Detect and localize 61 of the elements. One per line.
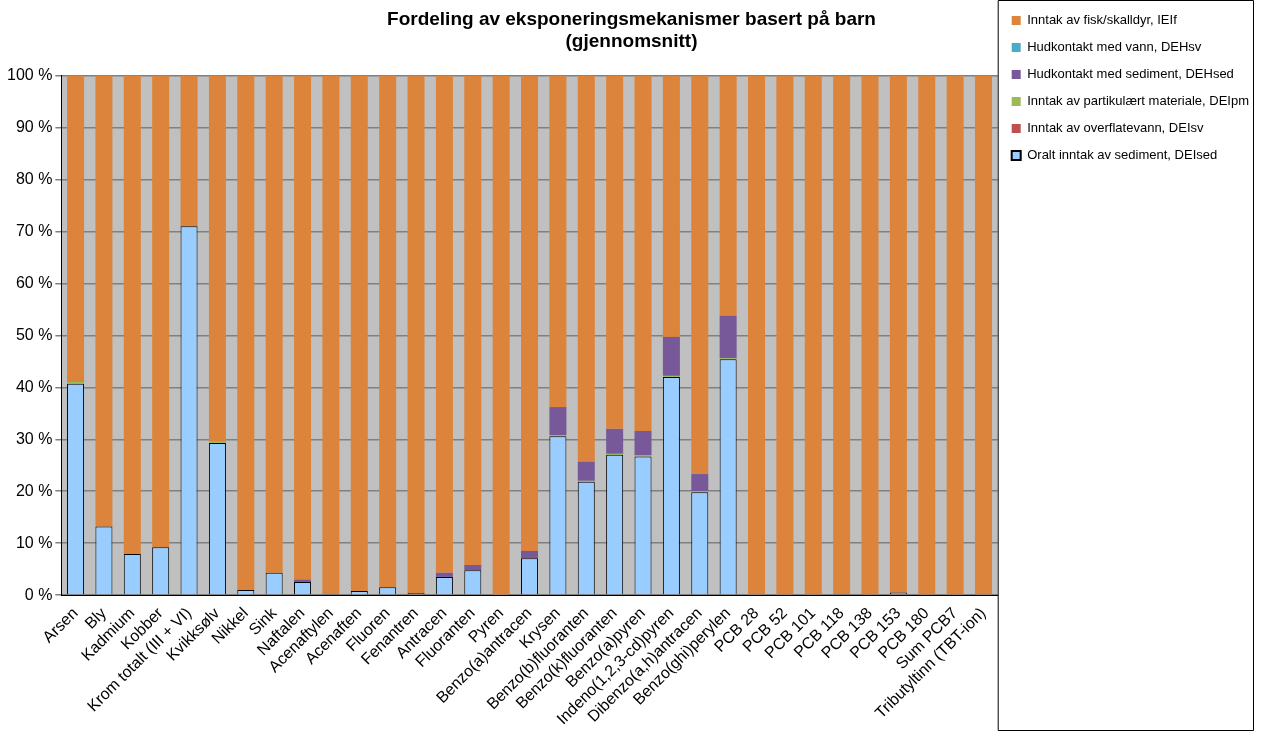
y-tick-label: 10 %	[15, 533, 53, 551]
legend-label: Inntak av overflatevann, DEIsv	[1027, 120, 1205, 136]
legend-label: Oralt inntak av sediment, DEIsed	[1027, 147, 1218, 163]
bar	[662, 336, 680, 376]
bar	[237, 75, 255, 590]
y-tick-label: 60 %	[15, 273, 53, 291]
bar	[719, 75, 737, 316]
bar	[861, 75, 879, 595]
bar	[634, 430, 652, 456]
bar	[294, 75, 312, 580]
bar	[265, 75, 283, 573]
bar	[435, 572, 453, 577]
chart-title: Fordeling av eksponeringsmekanismer basert på barn (gjennomsnitt)	[387, 7, 876, 52]
bar	[464, 75, 482, 565]
y-tick-label: 80 %	[15, 169, 53, 187]
bar	[67, 75, 85, 383]
legend-label: Hudkontakt med sediment, DEHsed	[1027, 66, 1234, 82]
bar	[549, 407, 567, 436]
bar	[435, 75, 453, 573]
bar	[577, 75, 595, 462]
y-tick-label: 50 %	[15, 325, 53, 343]
legend-label: Inntak av fisk/skalldyr, IEIf	[1027, 12, 1178, 28]
bar	[492, 75, 510, 595]
y-tick-label: 90 %	[15, 117, 53, 135]
bar	[918, 75, 936, 595]
y-tick-label: 20 %	[15, 481, 53, 499]
legend-label: Inntak av partikulært materiale, DEIpm	[1027, 93, 1250, 109]
y-tick-label: 100 %	[6, 66, 53, 84]
bar	[606, 428, 624, 454]
bar	[889, 75, 907, 593]
bar	[521, 550, 539, 559]
bar	[95, 75, 113, 527]
bar	[776, 75, 794, 595]
bar	[662, 75, 680, 337]
y-tick-label: 30 %	[15, 429, 53, 447]
bar	[691, 75, 709, 475]
bar	[180, 75, 198, 227]
bar	[634, 75, 652, 431]
bar	[208, 75, 226, 442]
bar	[719, 315, 737, 359]
y-tick-label: 0 %	[24, 585, 53, 603]
bar	[975, 75, 993, 595]
bar	[804, 75, 822, 595]
bar	[464, 564, 482, 571]
bar	[549, 75, 567, 408]
y-tick-label: 70 %	[15, 221, 53, 239]
bar	[577, 461, 595, 481]
bar	[748, 75, 766, 595]
bar	[123, 75, 141, 555]
bar	[322, 75, 340, 595]
bar	[606, 75, 624, 429]
bar	[379, 75, 397, 588]
legend-label: Hudkontakt med vann, DEHsv	[1027, 39, 1202, 55]
bar	[946, 75, 964, 595]
bar	[691, 474, 709, 492]
y-tick-label: 40 %	[15, 377, 53, 395]
bar	[521, 75, 539, 551]
bar	[152, 75, 170, 548]
bar	[833, 75, 851, 595]
bar	[350, 75, 368, 591]
bar	[407, 75, 425, 594]
